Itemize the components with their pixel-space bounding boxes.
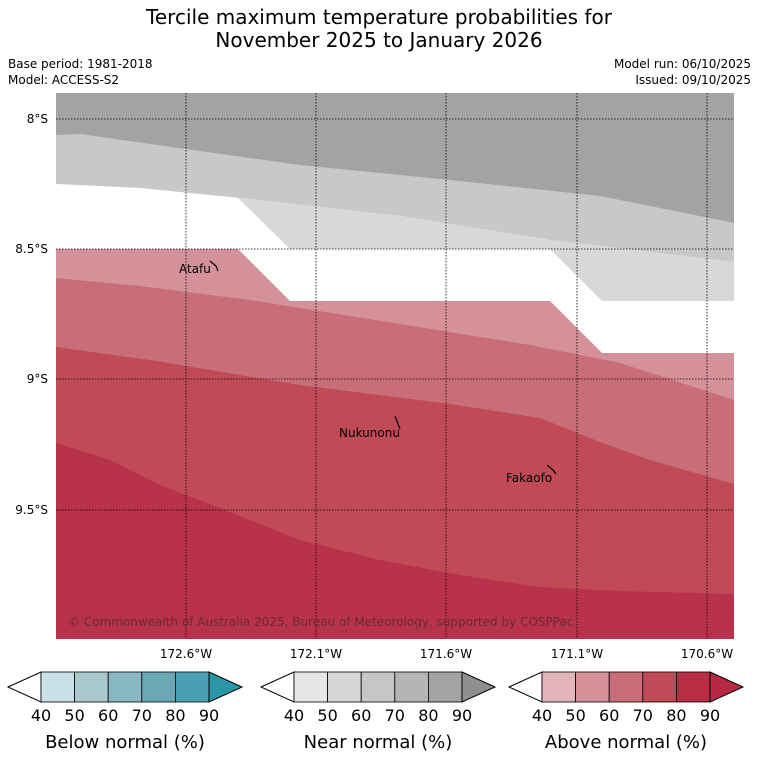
below-normal-legend-title: Below normal (%) bbox=[45, 732, 205, 753]
above-normal-tick-label: 60 bbox=[599, 706, 619, 725]
above-normal-colorbar-low-arrow bbox=[507, 671, 543, 703]
above-normal-legend-title: Above normal (%) bbox=[545, 732, 707, 753]
longitude-labels: 172.6°W 172.1°W 171.6°W 171.1°W 170.6°W bbox=[160, 647, 733, 661]
place-label-atafu: Atafu bbox=[179, 262, 211, 276]
near-normal-colorbar-segment bbox=[360, 671, 396, 703]
model-name: Model: ACCESS-S2 bbox=[8, 73, 120, 87]
above-normal-tick-label: 70 bbox=[633, 706, 653, 725]
place-label-fakaofo: Fakaofo bbox=[506, 471, 552, 485]
above-normal-tick-label: 90 bbox=[700, 706, 720, 725]
below-normal-colorbar-segment bbox=[174, 671, 210, 703]
atafu-atoll bbox=[209, 260, 219, 272]
below-normal-tick-label: 70 bbox=[132, 706, 152, 725]
above-normal-colorbar-segment bbox=[676, 671, 711, 703]
fakaofo-atoll bbox=[546, 464, 557, 475]
near-normal-colorbar-segment bbox=[394, 671, 429, 703]
above-normal-tick-label: 80 bbox=[666, 706, 686, 725]
model-run-date: Model run: 06/10/2025 bbox=[613, 57, 751, 71]
nukunonu-atoll bbox=[394, 415, 401, 430]
below-normal-tick-label: 40 bbox=[31, 706, 51, 725]
near-normal-legend-title: Near normal (%) bbox=[304, 732, 453, 753]
below-normal-colorbar-segment bbox=[40, 671, 75, 703]
near-normal-colorbar-high-arrow bbox=[461, 671, 497, 703]
below-normal-tick-label: 80 bbox=[165, 706, 185, 725]
copyright-notice: © Commonwealth of Australia 2025, Bureau… bbox=[68, 615, 573, 629]
near-normal-tick-label: 70 bbox=[385, 706, 405, 725]
near-normal-tick-label: 40 bbox=[284, 706, 304, 725]
map-title-line-1: Tercile maximum temperature probabilitie… bbox=[146, 5, 612, 29]
lon-label-171-6w: 171.6°W bbox=[420, 647, 472, 661]
base-period: Base period: 1981-2018 bbox=[8, 57, 153, 71]
near-normal-colorbar-segment bbox=[293, 671, 328, 703]
above-normal-colorbar-high-arrow bbox=[709, 671, 745, 703]
above-normal-colorbar: 40 50 60 70 80 90 Above normal (%) bbox=[507, 671, 745, 753]
near-normal-80-band bbox=[56, 93, 734, 223]
place-label-nukunonu: Nukunonu bbox=[339, 426, 400, 440]
below-normal-colorbar-low-arrow bbox=[6, 671, 42, 703]
near-normal-60-band bbox=[238, 198, 734, 301]
lon-label-172-1w: 172.1°W bbox=[290, 647, 342, 661]
above-normal-colorbar-segment bbox=[575, 671, 610, 703]
near-normal-tick-label: 90 bbox=[452, 706, 472, 725]
issued-date: Issued: 09/10/2025 bbox=[635, 73, 751, 87]
lon-label-170-6w: 170.6°W bbox=[681, 647, 733, 661]
below-normal-colorbar-high-arrow bbox=[208, 671, 244, 703]
above-normal-colorbar-segment bbox=[608, 671, 644, 703]
atoll-outlines bbox=[209, 260, 557, 475]
near-normal-colorbar-low-arrow bbox=[259, 671, 295, 703]
map-title-line-2: November 2025 to January 2026 bbox=[215, 28, 543, 52]
lat-label-8-5s: 8.5°S bbox=[15, 242, 48, 256]
lat-label-9-5s: 9.5°S bbox=[15, 503, 48, 517]
colorbar-legends: 40 50 60 70 80 90 Below normal (%) 40 50 60 70 80 90… bbox=[6, 671, 745, 753]
above-normal-tick-label: 40 bbox=[532, 706, 552, 725]
near-normal-colorbar-segment bbox=[427, 671, 463, 703]
below-normal-tick-label: 60 bbox=[98, 706, 118, 725]
near-normal-tick-label: 60 bbox=[351, 706, 371, 725]
below-normal-tick-label: 50 bbox=[64, 706, 84, 725]
above-normal-80-band bbox=[56, 443, 734, 639]
below-normal-colorbar-segment bbox=[141, 671, 176, 703]
graticule bbox=[56, 93, 734, 639]
below-normal-colorbar-segment bbox=[74, 671, 109, 703]
near-normal-tick-label: 50 bbox=[317, 706, 337, 725]
lon-label-172-6w: 172.6°W bbox=[160, 647, 212, 661]
lat-label-8s: 8°S bbox=[27, 112, 48, 126]
near-normal-colorbar: 40 50 60 70 80 90 Near normal (%) bbox=[259, 671, 497, 753]
above-normal-colorbar-segment bbox=[541, 671, 576, 703]
above-normal-tick-label: 50 bbox=[565, 706, 585, 725]
probability-map: Atafu Nukunonu Fakaofo © Commonwealth of… bbox=[56, 93, 734, 639]
below-normal-tick-label: 90 bbox=[199, 706, 219, 725]
lat-label-9s: 9°S bbox=[27, 372, 48, 386]
below-normal-colorbar: 40 50 60 70 80 90 Below normal (%) bbox=[6, 671, 244, 753]
below-normal-colorbar-segment bbox=[107, 671, 143, 703]
above-normal-colorbar-segment bbox=[642, 671, 677, 703]
latitude-labels: 8°S 8.5°S 9°S 9.5°S bbox=[15, 112, 48, 517]
near-normal-colorbar-segment bbox=[327, 671, 362, 703]
lon-label-171-1w: 171.1°W bbox=[551, 647, 603, 661]
near-normal-tick-label: 80 bbox=[418, 706, 438, 725]
